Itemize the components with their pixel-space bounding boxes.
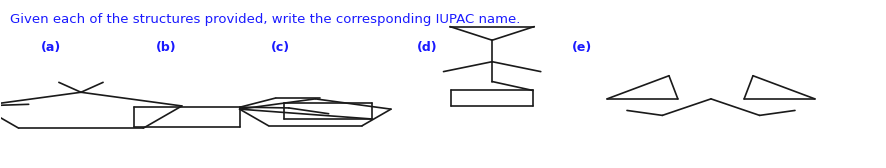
Text: (b): (b) bbox=[156, 41, 176, 54]
Text: (c): (c) bbox=[271, 41, 290, 54]
Text: (d): (d) bbox=[416, 41, 437, 54]
Text: (a): (a) bbox=[41, 41, 61, 54]
Text: Given each of the structures provided, write the corresponding IUPAC name.: Given each of the structures provided, w… bbox=[11, 13, 520, 26]
Text: (e): (e) bbox=[571, 41, 591, 54]
